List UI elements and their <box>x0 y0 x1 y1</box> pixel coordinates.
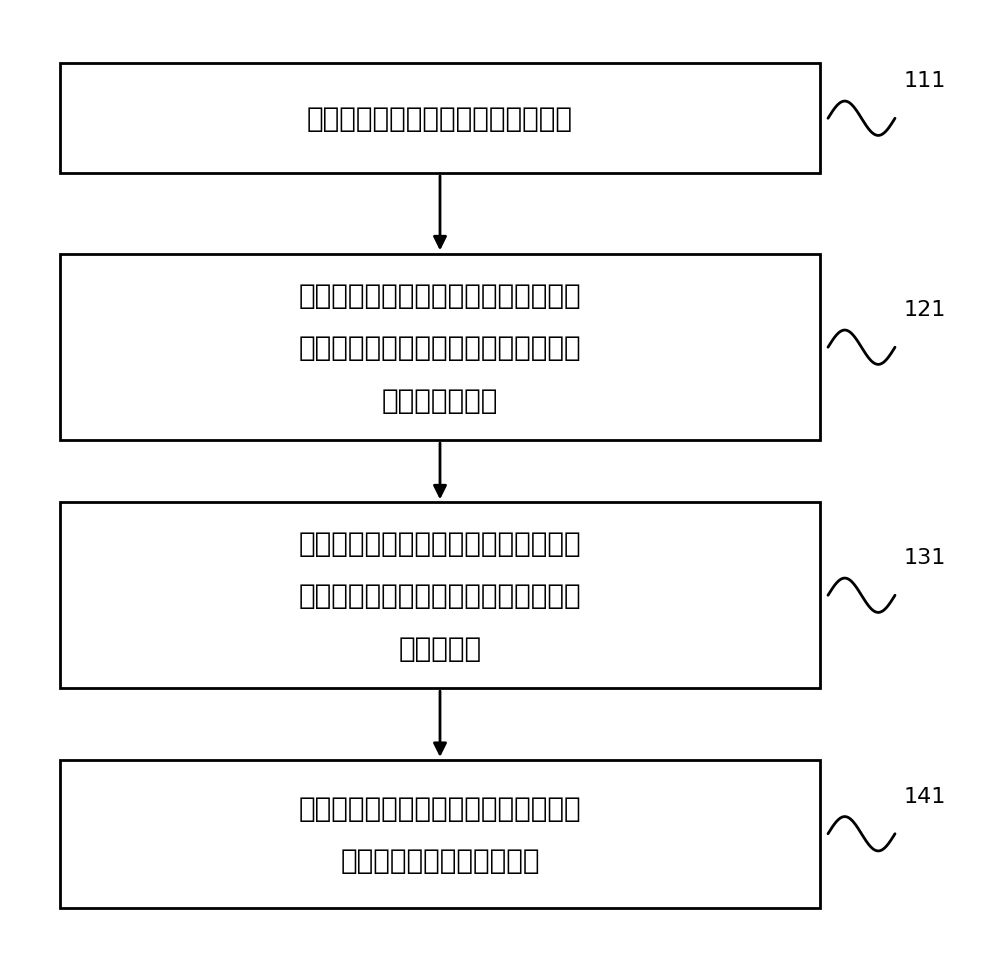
Text: 二定位点，并获取第一定位点和第二定: 二定位点，并获取第一定位点和第二定 <box>299 334 581 362</box>
Text: 进行扫描得到第二扫描图像: 进行扫描得到第二扫描图像 <box>340 846 540 874</box>
Text: 111: 111 <box>904 71 946 91</box>
FancyBboxPatch shape <box>60 255 820 441</box>
Text: 根据目标成像参数再次对患者预设部位: 根据目标成像参数再次对患者预设部位 <box>299 794 581 821</box>
FancyBboxPatch shape <box>60 503 820 688</box>
Text: 标成像参数: 标成像参数 <box>398 634 482 662</box>
Text: 121: 121 <box>904 300 946 319</box>
Text: 扫描患者预设部位获取第一扫描图像: 扫描患者预设部位获取第一扫描图像 <box>307 105 573 133</box>
Text: 141: 141 <box>904 786 946 805</box>
FancyBboxPatch shape <box>60 65 820 174</box>
Text: 根据预设目标函数确定第一定位点和第: 根据预设目标函数确定第一定位点和第 <box>299 529 581 558</box>
FancyBboxPatch shape <box>60 760 820 907</box>
Text: 二定位点的最优图像信息差异对应的目: 二定位点的最优图像信息差异对应的目 <box>299 581 581 610</box>
Text: 在第一扫描图像中选取第一定位点和第: 在第一扫描图像中选取第一定位点和第 <box>299 281 581 310</box>
Text: 131: 131 <box>904 548 946 567</box>
Text: 位点的图像信息: 位点的图像信息 <box>382 386 498 415</box>
